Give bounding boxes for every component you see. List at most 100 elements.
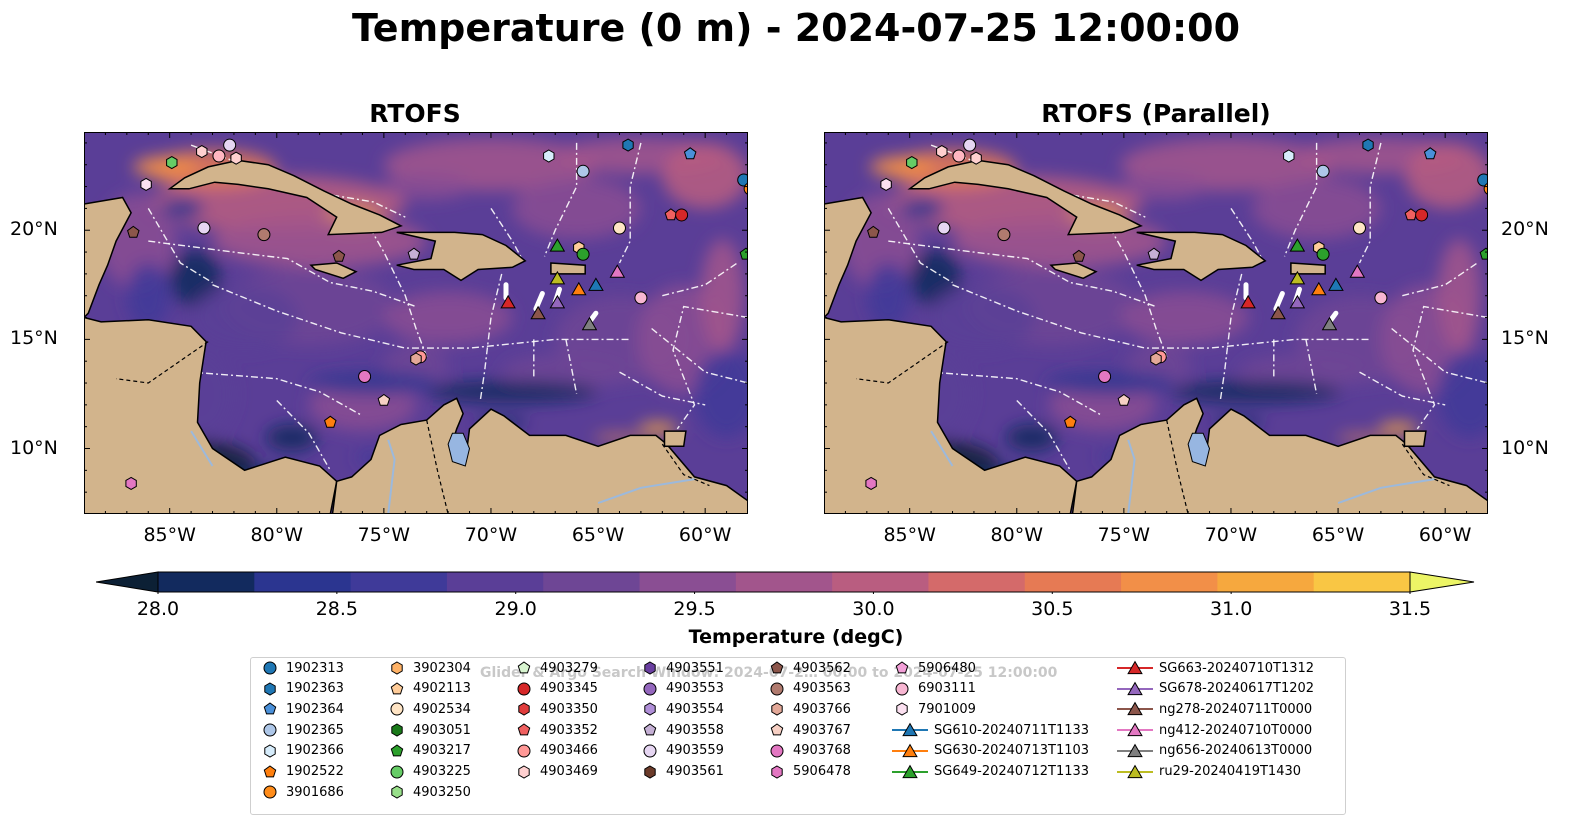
circle-icon	[263, 723, 277, 737]
glider-marker[interactable]	[500, 294, 516, 309]
legend-item: SG663-20240710T1312	[1115, 658, 1314, 678]
map-panel-rtofs-parallel[interactable]	[824, 132, 1488, 514]
argo-float-marker[interactable]	[1316, 164, 1330, 178]
y-tick-label-left: 10°N	[10, 436, 58, 459]
argo-float-marker[interactable]	[332, 249, 346, 262]
argo-float-marker[interactable]	[970, 151, 982, 165]
argo-float-marker[interactable]	[410, 352, 422, 366]
argo-float-marker[interactable]	[867, 225, 880, 238]
argo-float-marker[interactable]	[212, 149, 226, 163]
legend-label: SG649-20240712T1133	[934, 764, 1090, 779]
glider-marker[interactable]	[581, 316, 598, 331]
hexagon-icon	[264, 744, 276, 758]
argo-float-marker[interactable]	[127, 225, 140, 238]
argo-float-marker[interactable]	[1283, 149, 1295, 163]
argo-float-marker[interactable]	[683, 147, 697, 160]
argo-float-marker[interactable]	[1352, 221, 1366, 235]
legend-label: 3901686	[286, 784, 344, 800]
legend-item: 4903554	[638, 699, 724, 719]
legend-label: 4903561	[666, 764, 724, 779]
argo-float-marker[interactable]	[1423, 147, 1437, 160]
argo-float-marker[interactable]	[324, 415, 337, 428]
argo-float-marker[interactable]	[936, 145, 948, 159]
colorbar-tick-label: 28.0	[136, 598, 180, 620]
x-tick-label: 80°W	[250, 524, 303, 546]
glider-marker[interactable]	[588, 277, 604, 291]
glider-marker[interactable]	[571, 281, 587, 296]
argo-float-marker[interactable]	[737, 173, 748, 187]
argo-float-marker[interactable]	[880, 177, 892, 191]
argo-float-marker[interactable]	[407, 247, 421, 260]
argo-float-marker[interactable]	[257, 228, 271, 242]
argo-float-marker[interactable]	[952, 149, 966, 163]
glider-marker[interactable]	[1328, 277, 1344, 291]
argo-float-marker[interactable]	[1316, 247, 1330, 261]
glider-marker[interactable]	[530, 305, 546, 320]
glider-marker[interactable]	[1240, 294, 1256, 309]
legend-item: 7901009	[890, 699, 976, 719]
argo-float-marker[interactable]	[1479, 247, 1488, 260]
glider-marker[interactable]	[1321, 316, 1338, 331]
argo-float-marker[interactable]	[576, 247, 590, 261]
argo-float-marker[interactable]	[906, 156, 918, 170]
glider-marker[interactable]	[549, 294, 566, 309]
argo-float-marker[interactable]	[1362, 138, 1374, 152]
glider-marker[interactable]	[1270, 305, 1286, 320]
argo-float-marker[interactable]	[1064, 415, 1077, 428]
glider-marker[interactable]	[549, 270, 566, 285]
argo-float-marker[interactable]	[622, 138, 634, 152]
argo-float-marker[interactable]	[576, 164, 590, 178]
argo-float-marker[interactable]	[937, 221, 951, 235]
argo-float-marker[interactable]	[1147, 247, 1161, 260]
argo-float-marker[interactable]	[675, 208, 689, 222]
argo-float-marker[interactable]	[634, 291, 648, 305]
argo-float-marker[interactable]	[166, 156, 178, 170]
pentagon-icon	[770, 723, 784, 736]
argo-float-marker[interactable]	[1477, 173, 1488, 187]
argo-float-marker[interactable]	[223, 138, 237, 152]
glider-marker[interactable]	[609, 264, 626, 278]
argo-float-marker[interactable]	[140, 177, 152, 191]
glider-marker[interactable]	[1349, 264, 1366, 278]
legend-item: ng656-20240613T0000	[1115, 741, 1312, 761]
argo-float-marker[interactable]	[543, 149, 555, 163]
triangle-icon	[1127, 743, 1143, 757]
x-tick-label: 65°W	[571, 524, 625, 546]
argo-float-marker[interactable]	[197, 221, 211, 235]
glider-marker[interactable]	[1289, 270, 1306, 285]
argo-float-marker[interactable]	[1117, 393, 1131, 406]
legend-item: 5906478	[765, 762, 851, 782]
glider-marker[interactable]	[1311, 281, 1327, 296]
argo-float-marker[interactable]	[1072, 249, 1086, 262]
legend-item: 4903051	[385, 720, 471, 740]
legend-item: 1902366	[258, 741, 344, 761]
circle-icon	[263, 785, 277, 799]
legend-label: 4903051	[413, 722, 471, 738]
glider-marker[interactable]	[549, 238, 566, 252]
argo-float-marker[interactable]	[1098, 369, 1112, 383]
argo-float-marker[interactable]	[612, 221, 626, 235]
legend-item: 4903350	[512, 699, 598, 719]
argo-float-marker[interactable]	[196, 145, 208, 159]
colorbar-tick-label: 31.0	[1209, 598, 1253, 620]
argo-float-marker[interactable]	[125, 476, 137, 490]
legend-item: SG649-20240712T1133	[890, 762, 1089, 782]
glider-marker[interactable]	[1289, 294, 1306, 309]
argo-float-marker[interactable]	[997, 228, 1011, 242]
map-panel-rtofs[interactable]	[84, 132, 748, 514]
argo-float-marker[interactable]	[230, 151, 242, 165]
argo-float-marker[interactable]	[377, 393, 391, 406]
argo-float-marker[interactable]	[963, 138, 977, 152]
argo-float-marker[interactable]	[1150, 352, 1162, 366]
circle-icon	[770, 682, 784, 696]
legend-label: 3902304	[413, 660, 471, 676]
argo-float-marker[interactable]	[865, 476, 877, 490]
argo-float-marker[interactable]	[1374, 291, 1388, 305]
argo-float-marker[interactable]	[358, 369, 372, 383]
argo-float-marker[interactable]	[1415, 208, 1429, 222]
y-tick-label-left: 20°N	[10, 218, 58, 241]
legend-label: 4903250	[413, 784, 471, 800]
argo-float-marker[interactable]	[739, 247, 748, 260]
triangle-icon	[902, 743, 918, 757]
glider-marker[interactable]	[1289, 238, 1306, 252]
